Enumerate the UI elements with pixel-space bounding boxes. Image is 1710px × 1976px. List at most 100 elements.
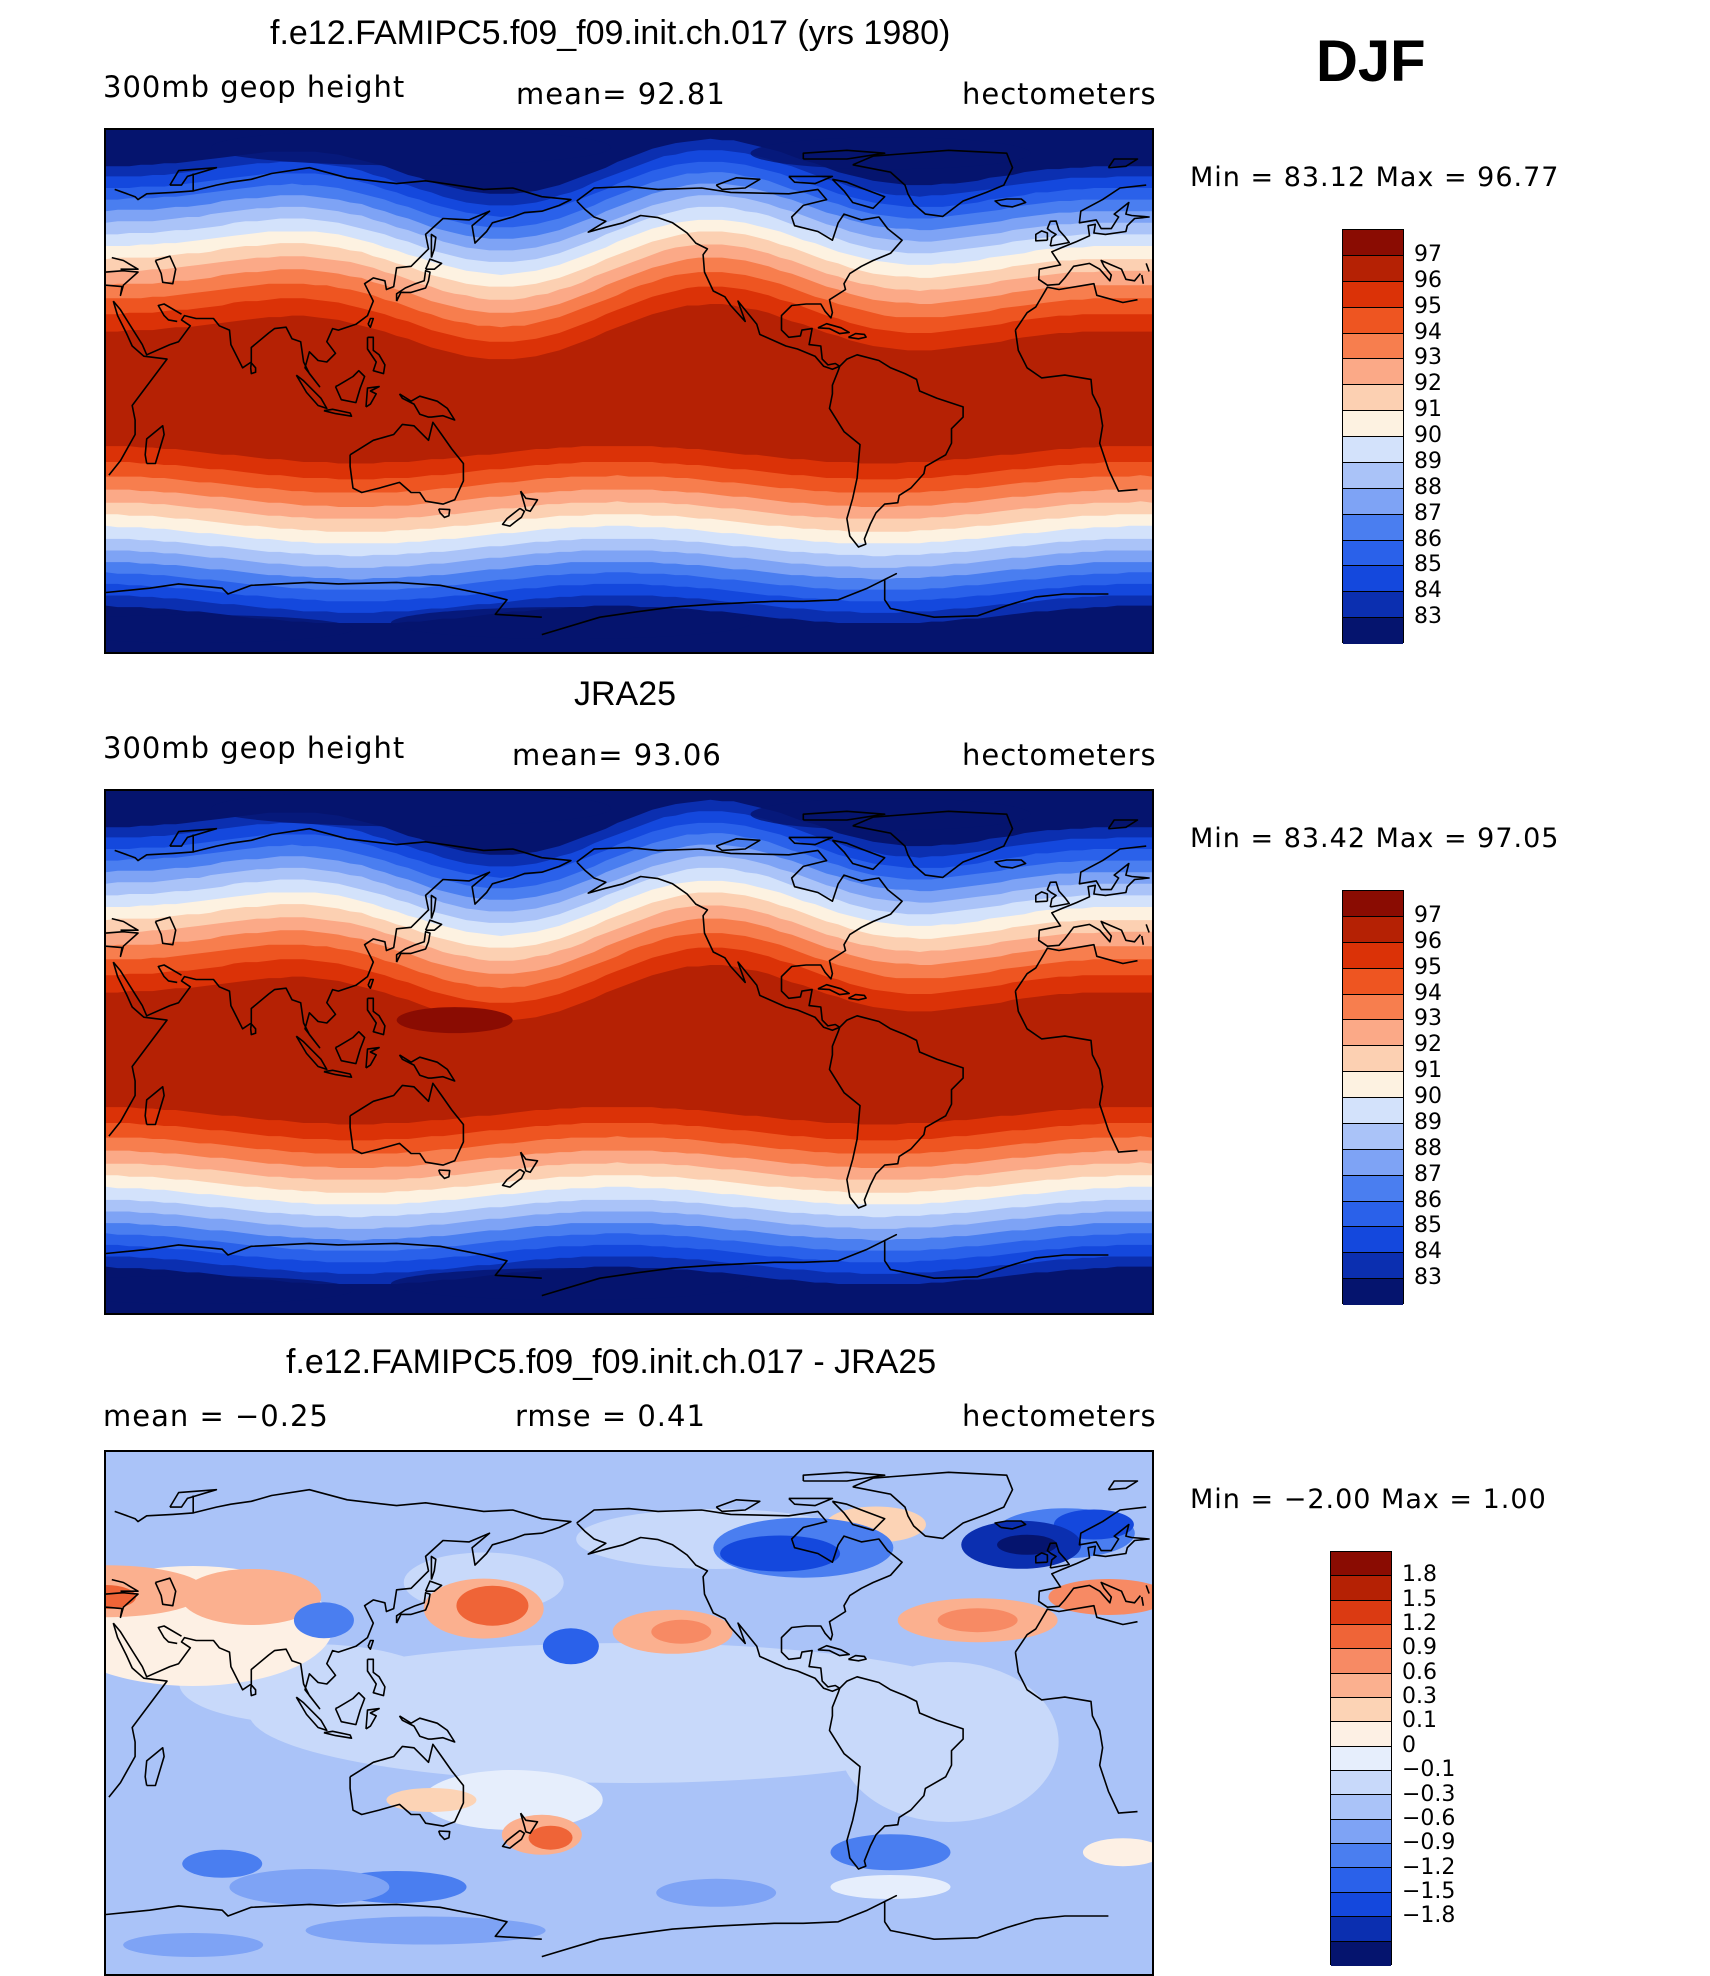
polar-low-core xyxy=(750,798,1031,831)
anomaly-contour xyxy=(830,1875,951,1899)
panel-1-units-label: hectometers xyxy=(962,77,1157,111)
colorbar-swatch xyxy=(1343,891,1403,917)
anomaly-contour xyxy=(456,1585,529,1626)
panel-1-minmax: Min = 83.12 Max = 96.77 xyxy=(1190,162,1560,193)
anomaly-contour xyxy=(1082,1838,1152,1867)
colorbar-swatch xyxy=(1343,1253,1403,1280)
colorbar-tick-label: 84 xyxy=(1414,1239,1442,1265)
colorbar-tick-label: 0 xyxy=(1402,1732,1416,1758)
panel-1-colorbar xyxy=(1342,229,1404,644)
colorbar-swatch xyxy=(1331,1576,1391,1601)
colorbar-tick-label: 96 xyxy=(1414,928,1442,954)
colorbar-swatch xyxy=(1343,1227,1403,1254)
colorbar-swatch xyxy=(1331,1941,1391,1966)
colorbar-swatch xyxy=(1331,1625,1391,1650)
anomaly-contour xyxy=(838,1662,1059,1822)
panel-3-rmse-label: rmse = 0.41 xyxy=(515,1399,706,1433)
colorbar-tick-label: 85 xyxy=(1414,1213,1442,1239)
season-label: DJF xyxy=(1316,29,1426,94)
colorbar-tick-label: −1.8 xyxy=(1402,1903,1456,1929)
panel-1-mean-label: mean= 92.81 xyxy=(516,77,726,111)
colorbar-swatch xyxy=(1343,385,1403,412)
anomaly-contour xyxy=(720,1535,841,1572)
colorbar-tick-label: 94 xyxy=(1414,980,1442,1006)
colorbar-tick-label: 84 xyxy=(1414,578,1442,604)
colorbar-swatch xyxy=(1343,437,1403,463)
polar-low-core xyxy=(390,607,751,639)
colorbar-tick-label: 0.9 xyxy=(1402,1635,1437,1661)
anomaly-contour xyxy=(123,1933,264,1957)
colorbar-swatch xyxy=(1331,1698,1391,1723)
panel-3-mean-label: mean = −0.25 xyxy=(103,1399,329,1433)
panel-3-units-label: hectometers xyxy=(962,1399,1157,1433)
panel-1-variable-label: 300mb geop height xyxy=(103,70,406,104)
anomaly-contour xyxy=(293,1602,354,1639)
anomaly-contour xyxy=(830,1834,951,1871)
colorbar-tick-label: 1.5 xyxy=(1402,1586,1437,1612)
colorbar-swatch xyxy=(1343,540,1403,567)
colorbar-swatch xyxy=(1343,1279,1403,1305)
colorbar-swatch xyxy=(1343,462,1403,489)
colorbar-tick-label: 83 xyxy=(1414,1265,1442,1291)
colorbar-tick-label: 92 xyxy=(1414,371,1442,397)
colorbar-tick-label: 96 xyxy=(1414,267,1442,293)
panel-3-colorbar xyxy=(1330,1551,1392,1966)
colorbar-swatch xyxy=(1343,1175,1403,1202)
colorbar-swatch xyxy=(1343,230,1403,256)
panel-2-variable-label: 300mb geop height xyxy=(103,731,406,765)
colorbar-swatch xyxy=(1343,281,1403,308)
colorbar-swatch xyxy=(1343,411,1403,437)
anomaly-contour xyxy=(1053,1509,1134,1540)
colorbar-tick-label: 86 xyxy=(1414,1187,1442,1213)
colorbar-tick-label: −1.2 xyxy=(1402,1854,1456,1880)
colorbar-swatch xyxy=(1331,1795,1391,1820)
colorbar-tick-label: 87 xyxy=(1414,500,1442,526)
anomaly-contour xyxy=(181,1569,322,1625)
anomaly-contour xyxy=(305,1916,546,1945)
colorbar-tick-label: 1.2 xyxy=(1402,1611,1437,1637)
colorbar-swatch xyxy=(1343,968,1403,995)
colorbar-tick-label: 95 xyxy=(1414,954,1442,980)
anomaly-contour xyxy=(937,1608,1018,1633)
colorbar-tick-label: 92 xyxy=(1414,1032,1442,1058)
colorbar-tick-label: 1.8 xyxy=(1402,1562,1437,1588)
anomaly-contour xyxy=(528,1825,573,1850)
polar-low-core xyxy=(211,130,612,166)
anomaly-contour xyxy=(249,1643,1009,1783)
colorbar-tick-label: 94 xyxy=(1414,319,1442,345)
colorbar-swatch xyxy=(1343,488,1403,515)
colorbar-tick-label: −1.5 xyxy=(1402,1878,1456,1904)
colorbar-swatch xyxy=(1343,1072,1403,1098)
colorbar-swatch xyxy=(1343,1123,1403,1150)
colorbar-swatch xyxy=(1343,1149,1403,1176)
anomaly-contour xyxy=(106,1565,206,1618)
panel-3-title: f.e12.FAMIPC5.f09_f09.init.ch.017 - JRA2… xyxy=(286,1343,937,1381)
colorbar-tick-label: 83 xyxy=(1414,604,1442,630)
colorbar-tick-label: 89 xyxy=(1414,448,1442,474)
colorbar-swatch xyxy=(1343,1098,1403,1124)
colorbar-tick-label: 86 xyxy=(1414,526,1442,552)
colorbar-swatch xyxy=(1343,916,1403,943)
colorbar-swatch xyxy=(1343,1020,1403,1047)
panel-3-map xyxy=(104,1450,1154,1976)
colorbar-swatch xyxy=(1331,1917,1391,1942)
colorbar-tick-label: 97 xyxy=(1414,902,1442,928)
colorbar-swatch xyxy=(1331,1868,1391,1893)
colorbar-swatch xyxy=(1331,1892,1391,1918)
anomaly-contour xyxy=(229,1869,390,1905)
colorbar-swatch xyxy=(1343,566,1403,593)
polar-low-core xyxy=(390,1268,751,1300)
panel-2-colorbar xyxy=(1342,890,1404,1305)
colorbar-tick-label: 91 xyxy=(1414,397,1442,423)
colorbar-swatch xyxy=(1343,255,1403,282)
colorbar-tick-label: 0.1 xyxy=(1402,1708,1437,1734)
panel-3-minmax: Min = −2.00 Max = 1.00 xyxy=(1190,1484,1547,1515)
colorbar-tick-label: 88 xyxy=(1414,1135,1442,1161)
anomaly-contour xyxy=(386,1788,477,1812)
colorbar-tick-label: 95 xyxy=(1414,293,1442,319)
colorbar-swatch xyxy=(1343,592,1403,619)
colorbar-swatch xyxy=(1343,359,1403,386)
anomaly-contour xyxy=(997,1534,1058,1555)
colorbar-tick-label: 0.6 xyxy=(1402,1659,1437,1685)
colorbar-tick-label: 88 xyxy=(1414,474,1442,500)
